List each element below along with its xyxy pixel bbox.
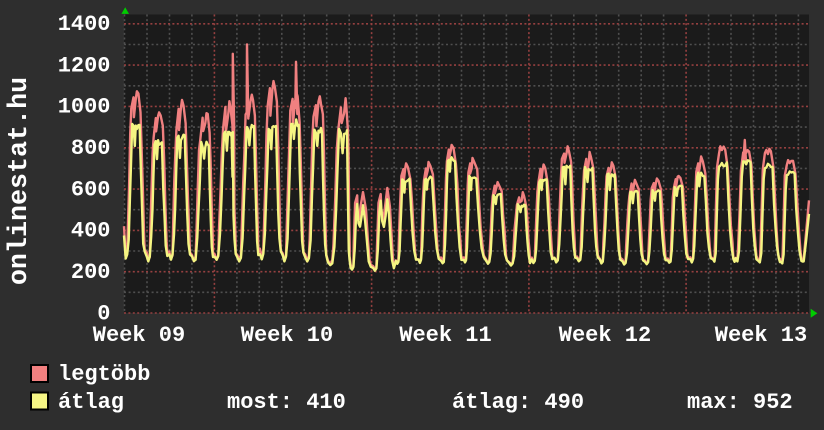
- svg-text:1000: 1000: [58, 95, 111, 120]
- svg-text:onlinestat.hu: onlinestat.hu: [5, 77, 35, 285]
- svg-text:1400: 1400: [58, 12, 111, 37]
- svg-text:Week 09: Week 09: [93, 323, 185, 348]
- svg-text:Week 12: Week 12: [559, 323, 651, 348]
- svg-text:Week 13: Week 13: [715, 323, 807, 348]
- svg-text:0: 0: [97, 301, 110, 326]
- svg-text:600: 600: [71, 177, 111, 202]
- svg-text:most: 410: most: 410: [227, 390, 346, 415]
- svg-text:Week 11: Week 11: [399, 323, 491, 348]
- svg-text:átlag: 490: átlag: 490: [452, 390, 584, 415]
- svg-text:legtöbb: legtöbb: [58, 362, 150, 387]
- svg-text:Week 10: Week 10: [241, 323, 333, 348]
- svg-text:200: 200: [71, 260, 111, 285]
- svg-text:1200: 1200: [58, 53, 111, 78]
- svg-text:átlag: átlag: [58, 390, 124, 415]
- svg-text:max: 952: max: 952: [687, 390, 793, 415]
- svg-text:400: 400: [71, 219, 111, 244]
- svg-text:800: 800: [71, 136, 111, 161]
